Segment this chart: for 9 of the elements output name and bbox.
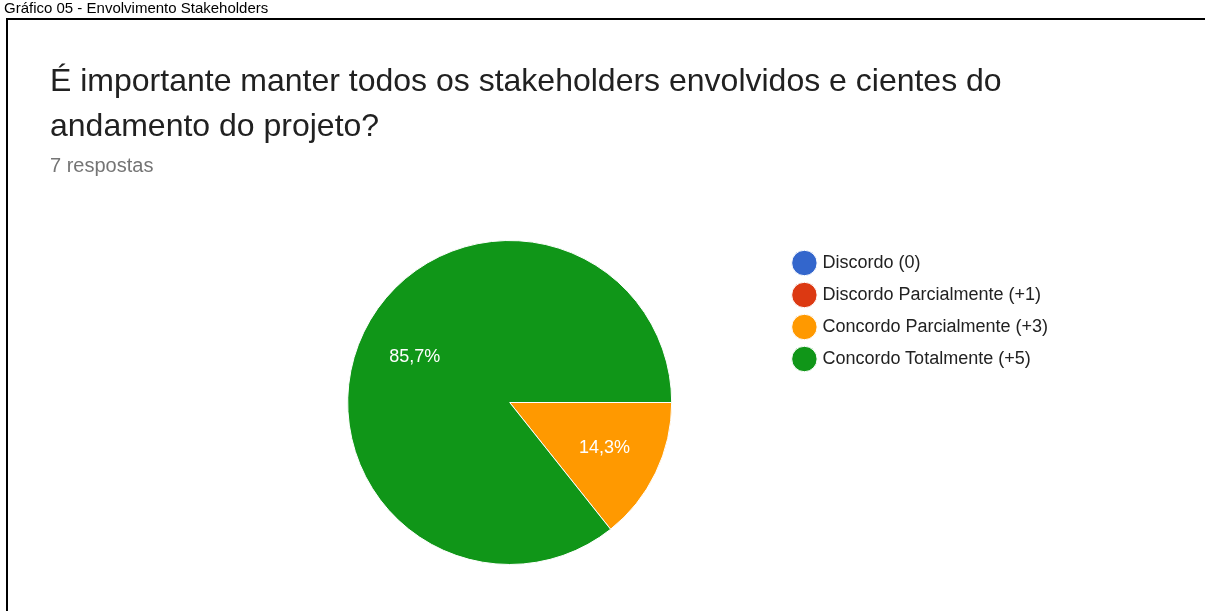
legend-label: Discordo Parcialmente (+1) — [822, 283, 1041, 304]
data-label: 14,3% — [579, 437, 631, 458]
text: Gráfico 05 - Envolvimento Stakeholders — [4, 0, 269, 16]
data-label: 85,7% — [389, 345, 441, 366]
chart-title: É importante manter todos os stakeholders envolvidos e cientes do andamento do projeto? — [50, 61, 1003, 145]
legend-label: Discordo (0) — [822, 251, 921, 272]
legend-label: Concordo Parcialmente (+3) — [822, 315, 1048, 336]
legend-label: Concordo Totalmente (+5) — [822, 347, 1031, 368]
text: 7 respostas — [50, 154, 154, 177]
